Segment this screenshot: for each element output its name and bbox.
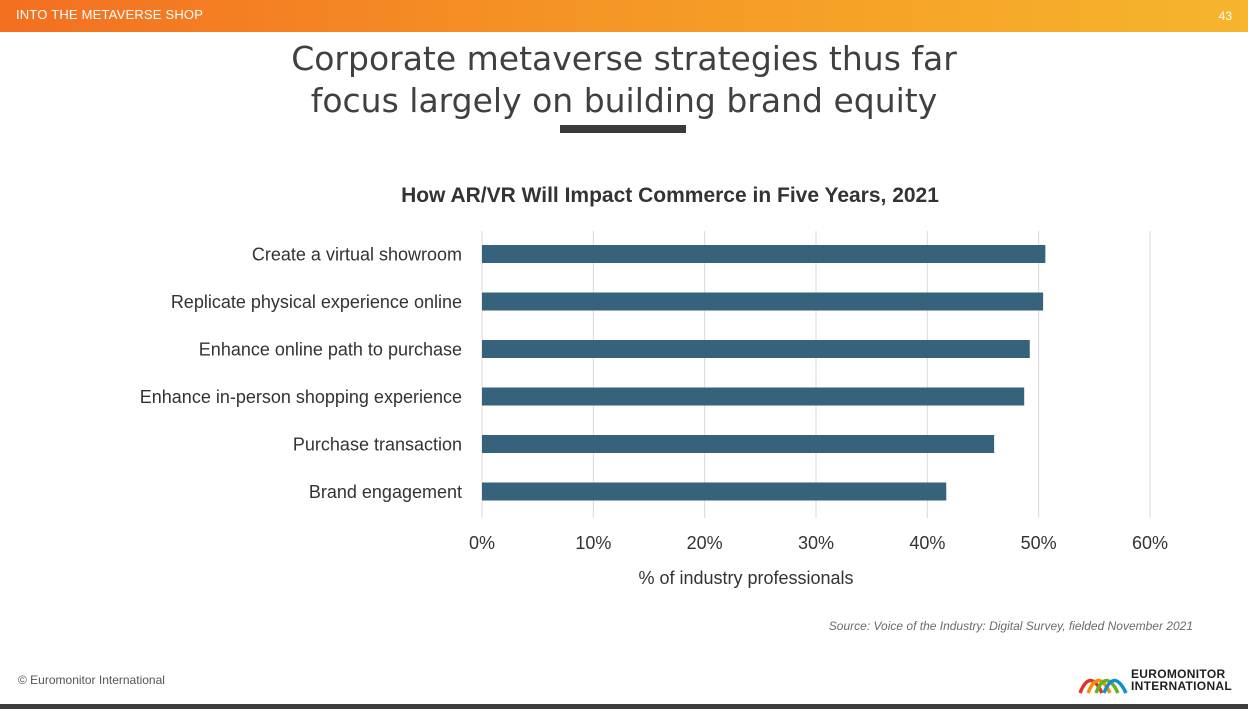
header-bar: INTO THE METAVERSE SHOP 43 (0, 0, 1248, 32)
category-label: Create a virtual showroom (252, 245, 462, 265)
x-tick-label: 30% (798, 533, 834, 553)
bar (482, 482, 947, 501)
section-label: INTO THE METAVERSE SHOP (16, 7, 204, 22)
category-label: Enhance online path to purchase (199, 340, 462, 360)
x-tick-label: 10% (575, 533, 611, 553)
bottom-rule (0, 704, 1248, 709)
bar (482, 245, 1046, 263)
bar-chart: How AR/VR Will Impact Commerce in Five Y… (140, 184, 1168, 588)
slide-title-line-1: Corporate metaverse strategies thus far (291, 39, 957, 78)
logo-text-line-2: INTERNATIONAL (1131, 679, 1233, 693)
category-label: Purchase transaction (293, 435, 462, 455)
logo-text: EUROMONITOR INTERNATIONAL (1131, 668, 1232, 692)
category-label: Brand engagement (309, 482, 462, 502)
category-label: Enhance in-person shopping experience (140, 387, 462, 407)
page-number: 43 (1218, 9, 1232, 23)
bar (482, 387, 1025, 406)
x-tick-label: 20% (687, 533, 723, 553)
slide-title: Corporate metaverse strategies thus far … (224, 38, 1024, 122)
source-note: Source: Voice of the Industry: Digital S… (828, 619, 1193, 633)
bar (482, 435, 995, 453)
slide-title-line-2: focus largely on building brand equity (310, 81, 938, 120)
x-tick-label: 60% (1132, 533, 1168, 553)
gridlines (481, 231, 1151, 518)
logo-text-line-1: EUROMONITOR (1131, 667, 1226, 681)
bars (482, 245, 1046, 501)
category-labels: Create a virtual showroom Replicate physi… (140, 245, 462, 503)
x-axis-label: % of industry professionals (638, 568, 853, 588)
bar (482, 292, 1044, 311)
euromonitor-logo: EUROMONITOR INTERNATIONAL (1078, 668, 1234, 698)
x-tick-label: 40% (909, 533, 945, 553)
x-tick-label: 0% (469, 533, 495, 553)
chart-title: How AR/VR Will Impact Commerce in Five Y… (401, 184, 939, 207)
x-axis-tick-labels: 0% 10% 20% 30% 40% 50% 60% (469, 533, 1168, 553)
category-label: Replicate physical experience online (171, 292, 462, 312)
copyright-text: © Euromonitor International (18, 673, 165, 687)
euromonitor-logo-mark-icon (1078, 678, 1128, 694)
title-underline (560, 125, 686, 133)
bar (482, 340, 1030, 358)
x-tick-label: 50% (1021, 533, 1057, 553)
